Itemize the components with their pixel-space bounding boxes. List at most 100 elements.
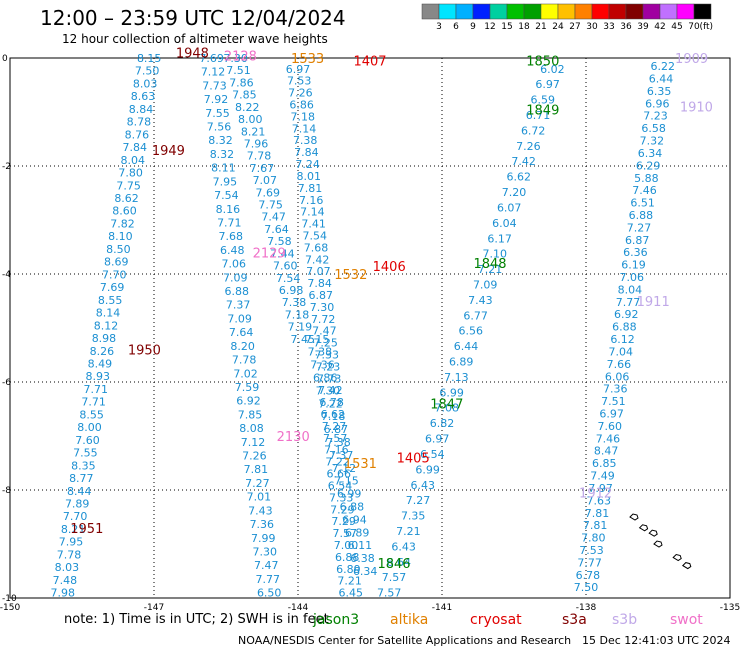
wave-height-value: 7.38	[326, 436, 351, 449]
note-text: note: 1) Time is in UTC; 2) SWH is in fe…	[64, 612, 329, 627]
wave-height-value: 8.16	[216, 203, 241, 216]
wave-height-value: 7.77	[577, 556, 602, 569]
scale-swatch	[523, 3, 542, 20]
wave-height-value: 8.00	[238, 113, 263, 126]
wave-height-value: 7.42	[318, 384, 343, 397]
scale-label: 39	[637, 22, 649, 32]
pass-number-label: 1948	[176, 47, 209, 62]
y-tick-label: -4	[2, 270, 11, 280]
wave-height-value: 7.54	[214, 189, 239, 202]
wave-height-value: 7.68	[219, 230, 244, 243]
pass-number-label: 1533	[291, 52, 324, 67]
wave-height-value: 7.15	[305, 333, 330, 346]
wave-height-value: 6.06	[605, 370, 630, 383]
wave-height-value: 7.10	[483, 248, 508, 261]
wave-height-value: 6.92	[236, 395, 261, 408]
x-tick-label: -144	[288, 603, 309, 613]
wave-height-value: 8.44	[67, 485, 92, 498]
wave-height-value: 7.37	[329, 449, 354, 462]
wave-height-value: 8.21	[241, 125, 266, 138]
pass-number-label: 2129	[253, 246, 286, 261]
wave-height-value: 6.43	[391, 540, 416, 553]
wave-height-value: 6.34	[353, 565, 378, 578]
scale-swatch	[455, 3, 474, 20]
wave-height-value: 7.75	[116, 179, 141, 192]
wave-height-value: 7.81	[583, 519, 608, 532]
scale-label: 33	[603, 22, 614, 32]
legend-item-altika: altika	[390, 612, 429, 628]
x-tick-label: -138	[576, 603, 597, 613]
pass-number-label: 1847	[430, 398, 463, 413]
plot-area: -150 -147 -144 -141 -138 -135 0 -2 -4 -6 -8 -10 8.15…	[0, 47, 740, 613]
wave-height-value: 7.71	[83, 383, 108, 396]
wave-height-value: 6.04	[492, 217, 517, 230]
y-tick-label: 0	[2, 54, 8, 64]
legend-item-cryosat: cryosat	[470, 612, 522, 628]
wave-height-value: 6.85	[592, 457, 617, 470]
wave-height-value: 7.81	[585, 507, 610, 520]
wave-height-value: 6.54	[328, 479, 353, 492]
pass-number-label: 1407	[353, 55, 386, 70]
x-tick-label: -141	[432, 603, 452, 613]
island-outline	[638, 524, 649, 532]
pass-number-label: 1846	[377, 557, 410, 572]
wave-height-value: 7.48	[53, 574, 78, 587]
wave-height-value: 7.49	[590, 470, 615, 483]
wave-height-value: 7.60	[273, 260, 298, 273]
wave-height-value: 6.34	[638, 147, 663, 160]
wave-height-value: 7.06	[619, 271, 644, 284]
wave-height-value: 7.38	[282, 296, 307, 309]
wave-height-value: 6.97	[599, 408, 624, 421]
wave-height-value: 6.54	[420, 448, 445, 461]
scale-label: 45	[671, 22, 682, 32]
wave-height-value: 7.23	[643, 110, 668, 123]
wave-height-value: 6.43	[411, 479, 436, 492]
footer-credit: NOAA/NESDIS Center for Satellite Applica…	[238, 634, 572, 647]
wave-height-value: 8.10	[108, 230, 133, 243]
wave-height-value: 7.89	[65, 498, 90, 511]
wave-height-value: 8.62	[114, 192, 139, 205]
wave-height-value: 6.56	[459, 325, 484, 338]
scale-label: 3	[436, 22, 442, 32]
wave-height-value: 7.07	[253, 174, 278, 187]
scale-swatch	[608, 3, 627, 20]
wave-height-value: 7.43	[468, 294, 493, 307]
wave-height-value: 6.78	[319, 396, 344, 409]
wave-height-value: 7.63	[587, 494, 612, 507]
wave-height-value: 6.44	[454, 340, 479, 353]
wave-height-value: 8.84	[129, 103, 154, 116]
pass-number-label: 1909	[675, 52, 708, 67]
wave-height-value: 7.57	[333, 527, 358, 540]
y-tick-label: -2	[2, 162, 11, 172]
wave-height-value: 6.87	[324, 423, 349, 436]
wave-height-value: 7.02	[233, 367, 258, 380]
wave-height-value: 7.50	[135, 65, 160, 78]
wave-height-value: 6.50	[257, 587, 282, 600]
x-tick-label: -147	[144, 603, 164, 613]
pass-number-label: 1912	[579, 487, 612, 502]
wave-height-value: 6.59	[531, 94, 556, 107]
wave-height-value: 7.00	[334, 539, 359, 552]
wave-height-value: 7.42	[305, 253, 330, 266]
wave-height-value: 7.51	[601, 395, 626, 408]
legend-item-s3b: s3b	[612, 612, 638, 628]
wave-height-value: 6.02	[540, 63, 565, 76]
scale-label: 12	[484, 22, 495, 32]
scale-label: 18	[518, 22, 530, 32]
wave-height-value: 7.37	[226, 299, 251, 312]
wave-height-value: 7.43	[248, 504, 273, 517]
wave-height-value: 7.56	[207, 121, 232, 134]
wave-height-value: 6.78	[576, 569, 601, 582]
wave-height-value: 6.97	[425, 433, 450, 446]
scale-swatch	[540, 3, 559, 20]
scale-swatch	[625, 3, 644, 20]
wave-height-value: 7.21	[478, 263, 503, 276]
wave-height-value: 7.19	[288, 321, 313, 334]
wave-height-value: 6.29	[636, 159, 661, 172]
wave-height-value: 7.46	[632, 184, 657, 197]
wave-height-value: 8.50	[106, 243, 131, 256]
scale-swatch	[659, 3, 678, 20]
wave-height-value: 6.89	[345, 526, 370, 539]
wave-height-value: 7.84	[294, 146, 319, 159]
wave-height-value: 6.88	[612, 321, 637, 334]
